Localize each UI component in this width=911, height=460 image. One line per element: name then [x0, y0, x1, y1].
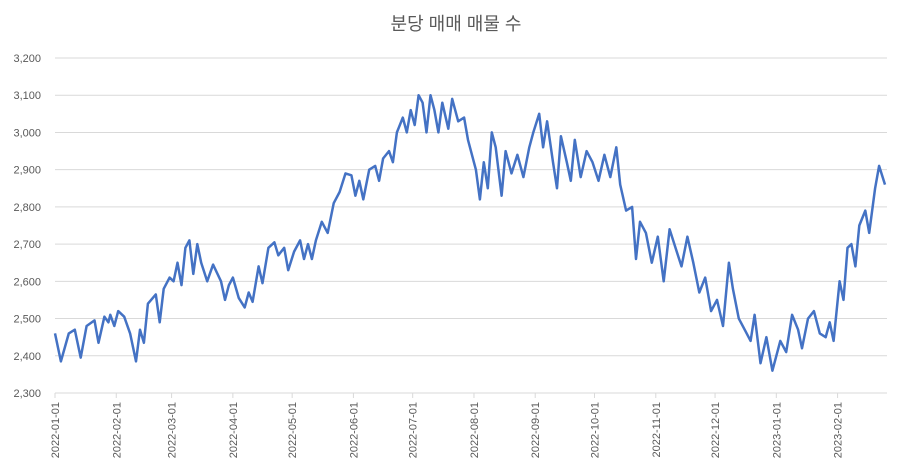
- x-tick-label: 2022-01-01: [50, 402, 62, 458]
- y-tick-label: 2,800: [13, 202, 41, 214]
- y-tick-label: 2,700: [13, 239, 41, 251]
- x-tick-label: 2022-04-01: [228, 402, 240, 458]
- y-tick-label: 2,900: [13, 165, 41, 177]
- data-line: [53, 93, 887, 372]
- x-tick-label: 2022-08-01: [469, 402, 481, 458]
- y-tick-label: 2,300: [13, 388, 41, 400]
- y-tick-label: 3,000: [13, 127, 41, 139]
- chart-title: 분당 매매 매물 수: [391, 14, 522, 34]
- y-tick-label: 2,400: [13, 351, 41, 363]
- x-tick-label: 2022-10-01: [590, 402, 602, 458]
- y-tick-label: 3,200: [13, 53, 41, 65]
- x-tick-label: 2022-11-01: [651, 402, 663, 457]
- y-tick-label: 2,600: [13, 276, 41, 288]
- x-tick-label: 2022-02-01: [111, 402, 123, 458]
- x-tick-label: 2023-02-01: [833, 402, 845, 458]
- x-tick-label: 2022-06-01: [348, 402, 360, 458]
- x-tick-label: 2022-03-01: [167, 402, 179, 458]
- x-tick-label: 2022-05-01: [287, 402, 299, 458]
- x-tick-label: 2022-07-01: [408, 402, 420, 458]
- x-tick-label: 2022-09-01: [530, 402, 542, 458]
- y-tick-label: 3,100: [13, 90, 41, 102]
- y-tick-label: 2,500: [13, 314, 41, 326]
- x-tick-label: 2022-12-01: [710, 402, 722, 458]
- x-tick-label: 2023-01-01: [771, 402, 783, 458]
